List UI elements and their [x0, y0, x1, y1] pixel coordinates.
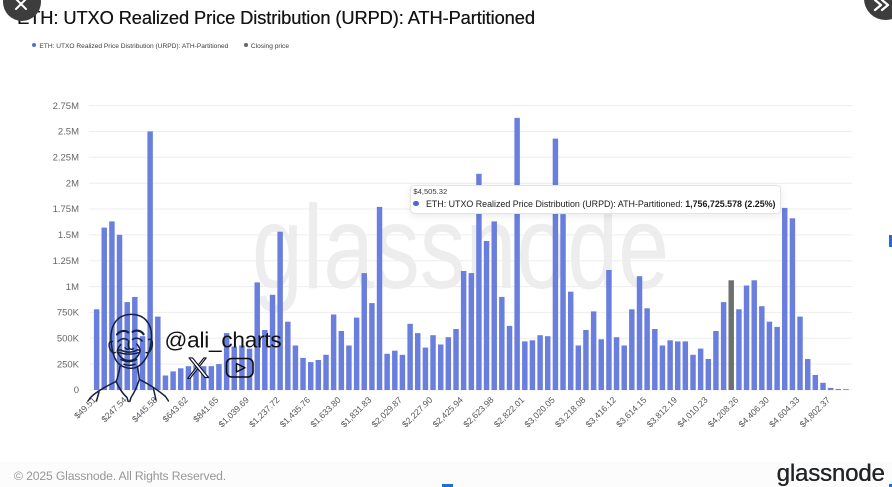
svg-text:2M: 2M: [66, 178, 79, 189]
svg-text:$3,218.08: $3,218.08: [553, 395, 588, 430]
svg-text:$3,614.15: $3,614.15: [614, 395, 649, 430]
svg-text:$1,237.72: $1,237.72: [247, 395, 282, 430]
svg-text:$49.51: $49.51: [72, 395, 98, 421]
svg-text:2.25M: 2.25M: [53, 153, 79, 164]
svg-text:$445.58: $445.58: [130, 395, 159, 424]
svg-text:$643.62: $643.62: [161, 395, 190, 424]
svg-text:1.75M: 1.75M: [53, 204, 79, 215]
svg-text:$4,604.33: $4,604.33: [767, 395, 802, 430]
svg-text:1M: 1M: [66, 282, 79, 293]
svg-text:$4,010.23: $4,010.23: [675, 395, 710, 430]
svg-text:$1,831.83: $1,831.83: [339, 395, 374, 430]
svg-text:1.25M: 1.25M: [53, 256, 79, 267]
svg-text:$3,812.19: $3,812.19: [645, 395, 680, 430]
svg-text:750K: 750K: [57, 308, 80, 319]
svg-text:$2,623.98: $2,623.98: [461, 395, 496, 430]
svg-text:$1,633.80: $1,633.80: [308, 395, 343, 430]
svg-text:$3,416.12: $3,416.12: [584, 395, 619, 430]
svg-text:1.5M: 1.5M: [58, 230, 79, 241]
svg-text:$4,406.30: $4,406.30: [737, 395, 772, 430]
svg-text:$2,029.87: $2,029.87: [370, 395, 405, 430]
svg-text:2.5M: 2.5M: [58, 127, 79, 138]
svg-text:@ali_charts: @ali_charts: [165, 328, 282, 353]
svg-text:$4,802.37: $4,802.37: [798, 395, 833, 430]
svg-text:500K: 500K: [57, 334, 80, 345]
svg-text:$247.54: $247.54: [99, 395, 128, 424]
svg-text:$2,822.01: $2,822.01: [492, 395, 527, 430]
svg-text:$4,208.26: $4,208.26: [706, 395, 741, 430]
svg-text:250K: 250K: [57, 359, 80, 370]
svg-text:$2,425.94: $2,425.94: [431, 395, 466, 430]
svg-text:$3,020.05: $3,020.05: [522, 395, 557, 430]
svg-text:$841.65: $841.65: [191, 395, 220, 424]
svg-text:2.75M: 2.75M: [53, 101, 79, 112]
svg-text:0: 0: [74, 385, 79, 396]
svg-text:$1,435.76: $1,435.76: [278, 395, 313, 430]
svg-text:$1,039.69: $1,039.69: [217, 395, 252, 430]
svg-text:$2,227.90: $2,227.90: [400, 395, 435, 430]
